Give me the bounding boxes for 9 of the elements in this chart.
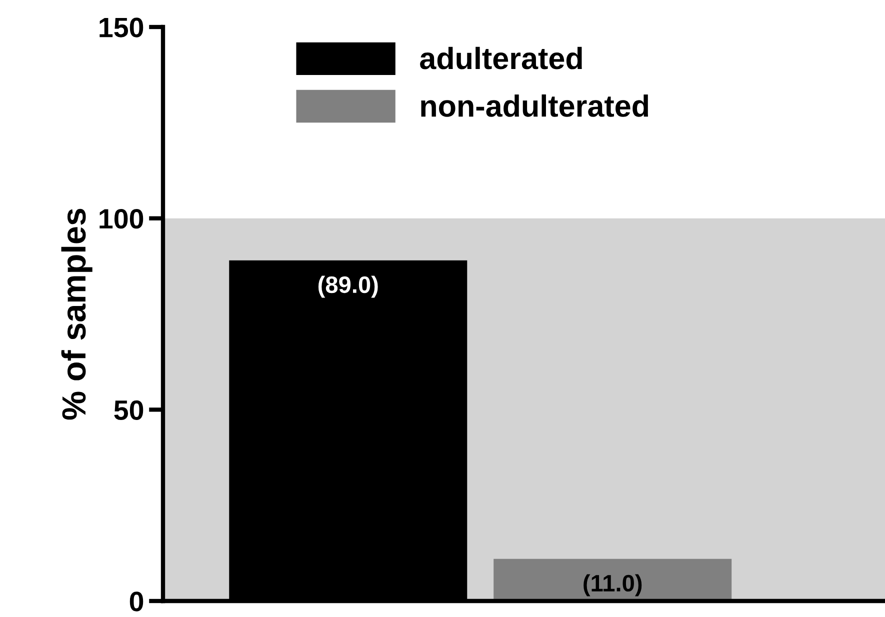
y-tick-label: 0	[130, 592, 144, 612]
data-label: (11.0)	[584, 574, 642, 596]
y-tick-label: 100	[100, 209, 144, 229]
data-label: (89.0)	[318, 276, 378, 298]
y-tick-label: 50	[114, 400, 144, 420]
y-tick-label: 150	[100, 18, 144, 38]
y-axis-title: % of samples	[61, 208, 92, 420]
legend-label: adulterated	[420, 46, 582, 70]
legend-label: non-adulterated	[421, 94, 648, 117]
